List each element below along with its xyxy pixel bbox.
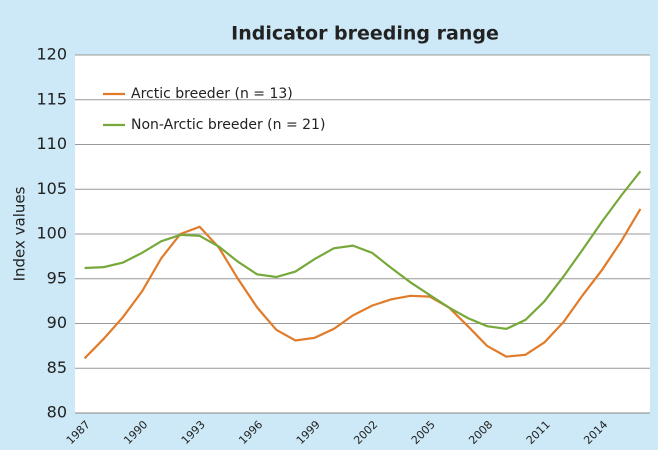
series-line [84,170,642,331]
chart-title: Indicator breeding range [231,23,499,45]
y-tick-label: 105 [36,179,67,198]
y-tick-label: 120 [36,45,67,64]
y-tick-label: 80 [47,403,67,422]
legend-label: Non-Arctic breeder (n = 21) [131,117,325,133]
y-tick-label: 110 [36,134,67,153]
y-tick-label: 100 [36,224,67,243]
y-tick-label: 115 [36,89,67,108]
y-tick-label: 85 [47,358,67,377]
y-tick-label: 90 [47,313,67,332]
legend-label: Arctic breeder (n = 13) [131,86,293,102]
y-tick-label: 95 [47,268,67,287]
series-line [83,208,642,360]
y-axis-label: Index values [11,186,29,281]
